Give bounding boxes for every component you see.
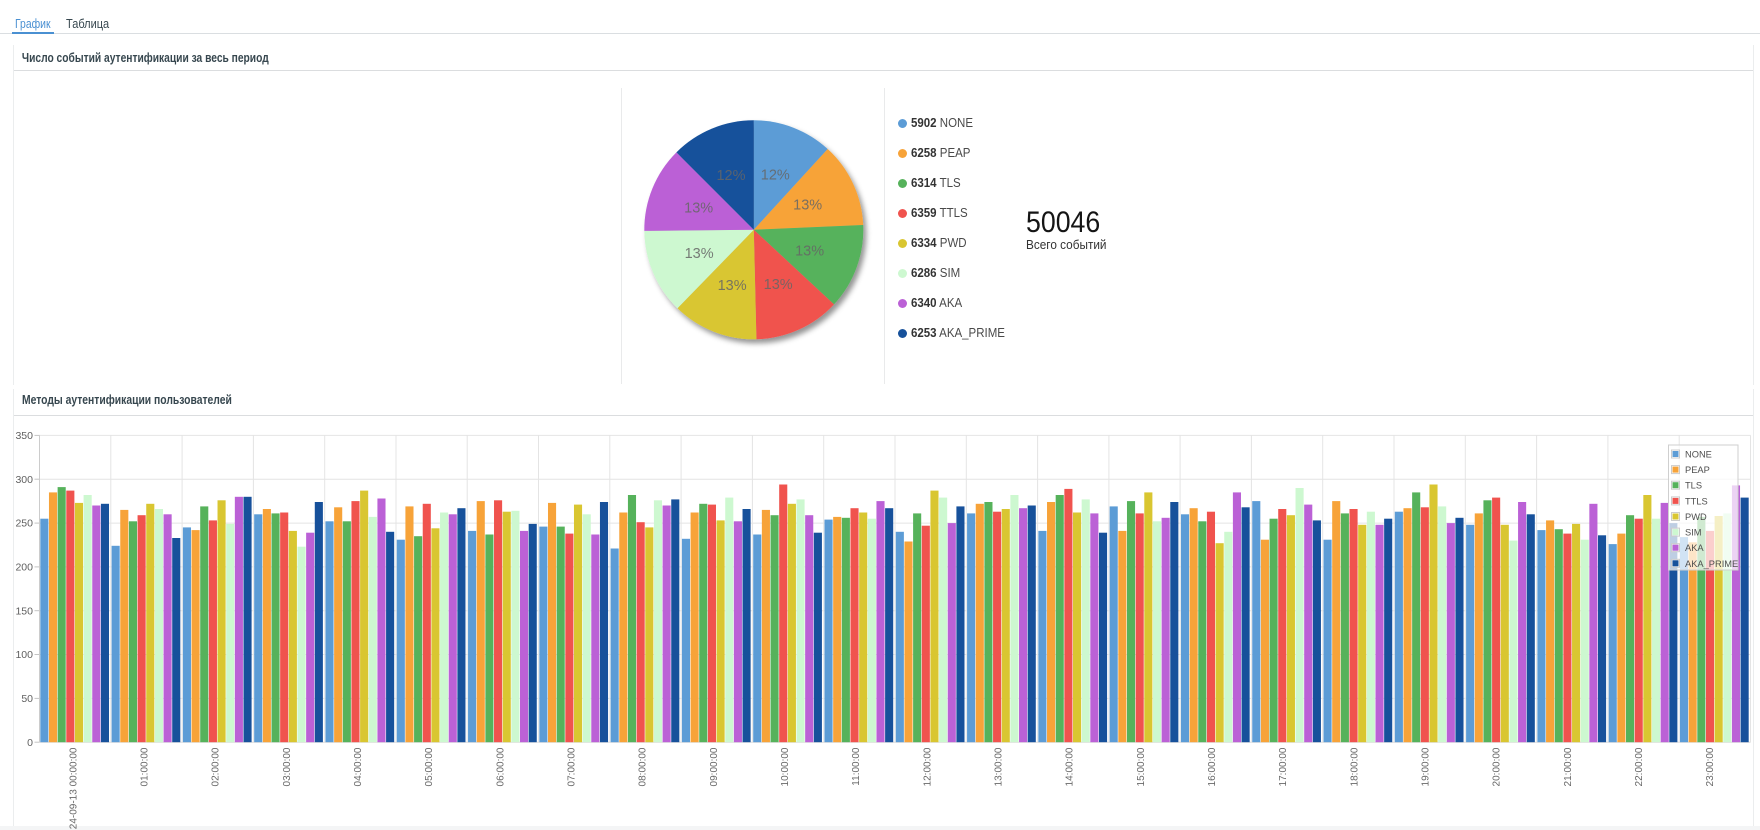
- svg-text:09:00:00: 09:00:00: [709, 747, 720, 786]
- svg-text:13%: 13%: [764, 277, 793, 293]
- svg-text:01:00:00: 01:00:00: [140, 747, 151, 786]
- svg-text:24-09-13 00:00:00: 24-09-13 00:00:00: [68, 747, 79, 829]
- svg-text:11:00:00: 11:00:00: [851, 747, 862, 786]
- svg-text:200: 200: [15, 562, 33, 574]
- svg-text:150: 150: [15, 605, 33, 617]
- svg-text:15:00:00: 15:00:00: [1136, 747, 1147, 786]
- svg-text:14:00:00: 14:00:00: [1065, 747, 1076, 786]
- svg-text:07:00:00: 07:00:00: [567, 747, 578, 786]
- svg-text:300: 300: [15, 474, 33, 486]
- svg-text:PWD: PWD: [1685, 512, 1707, 522]
- svg-text:TTLS: TTLS: [1685, 496, 1708, 506]
- svg-text:08:00:00: 08:00:00: [638, 747, 649, 786]
- svg-text:250: 250: [15, 518, 33, 530]
- svg-text:13%: 13%: [795, 243, 824, 259]
- svg-text:AKA_PRIME: AKA_PRIME: [1685, 559, 1738, 569]
- svg-text:04:00:00: 04:00:00: [353, 747, 364, 786]
- svg-text:PEAP: PEAP: [1685, 465, 1710, 475]
- svg-text:12:00:00: 12:00:00: [922, 747, 933, 786]
- svg-text:18:00:00: 18:00:00: [1349, 747, 1360, 786]
- svg-text:NONE: NONE: [1685, 450, 1712, 460]
- svg-text:02:00:00: 02:00:00: [211, 747, 222, 786]
- svg-text:50: 50: [21, 693, 33, 705]
- svg-text:TLS: TLS: [1685, 481, 1702, 491]
- svg-text:06:00:00: 06:00:00: [495, 747, 506, 786]
- svg-text:03:00:00: 03:00:00: [282, 747, 293, 786]
- svg-text:12%: 12%: [761, 167, 790, 183]
- svg-text:05:00:00: 05:00:00: [424, 747, 435, 786]
- svg-text:12%: 12%: [716, 168, 745, 184]
- svg-text:20:00:00: 20:00:00: [1492, 747, 1503, 786]
- svg-text:23:00:00: 23:00:00: [1705, 747, 1716, 786]
- svg-text:19:00:00: 19:00:00: [1420, 747, 1431, 786]
- svg-text:10:00:00: 10:00:00: [780, 747, 791, 786]
- svg-text:100: 100: [15, 649, 33, 661]
- svg-text:16:00:00: 16:00:00: [1207, 747, 1218, 786]
- svg-text:17:00:00: 17:00:00: [1278, 747, 1289, 786]
- svg-text:13%: 13%: [684, 200, 713, 216]
- svg-text:22:00:00: 22:00:00: [1634, 747, 1645, 786]
- svg-text:13:00:00: 13:00:00: [994, 747, 1005, 786]
- svg-text:SIM: SIM: [1685, 528, 1702, 538]
- svg-text:13%: 13%: [793, 198, 822, 214]
- svg-text:21:00:00: 21:00:00: [1563, 747, 1574, 786]
- svg-text:13%: 13%: [718, 278, 747, 294]
- svg-text:350: 350: [15, 430, 33, 442]
- svg-text:AKA: AKA: [1685, 543, 1704, 553]
- svg-text:13%: 13%: [685, 246, 714, 262]
- svg-text:0: 0: [27, 737, 33, 749]
